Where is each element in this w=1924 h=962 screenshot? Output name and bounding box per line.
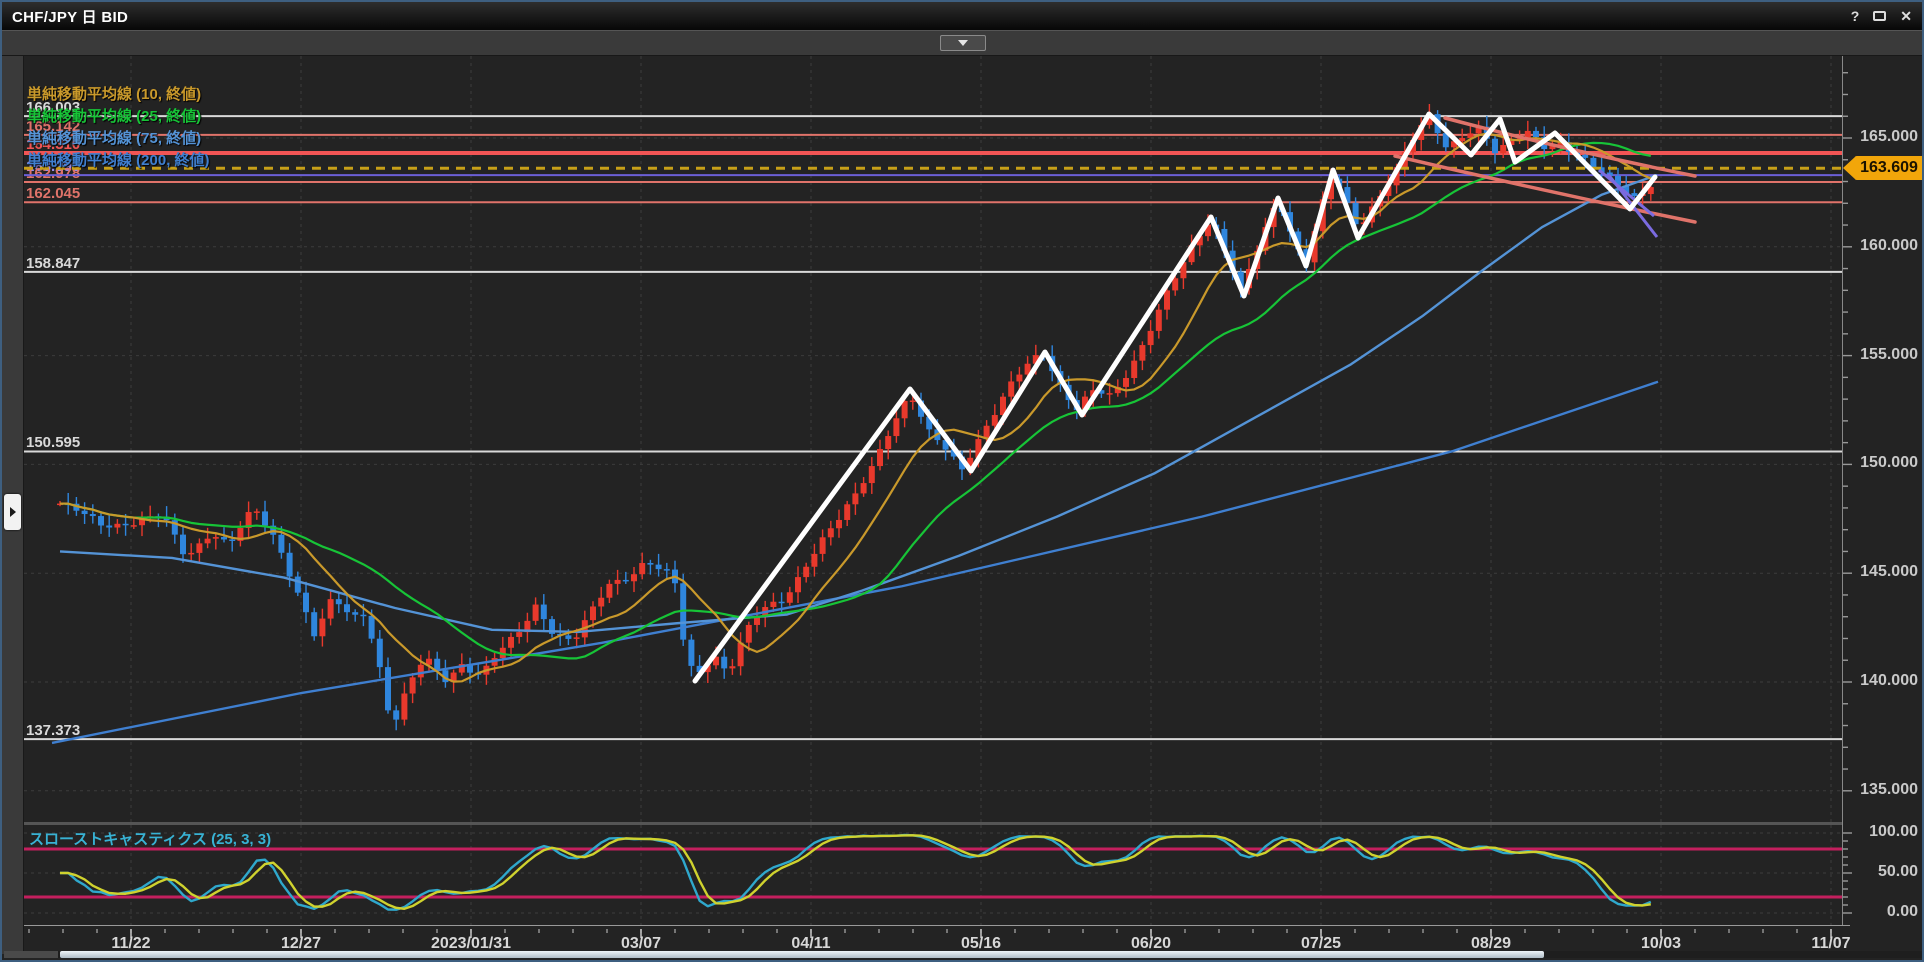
salmon-channel-lower <box>1393 154 1697 224</box>
window-controls: ? ✕ <box>1851 8 1912 25</box>
level-lines <box>24 115 1842 741</box>
title-bar: CHF/JPY 日 BID ? ✕ <box>2 2 1922 30</box>
legend-item-sma-1[interactable]: 単純移動平均線 (25, 終値) <box>27 108 202 125</box>
sma-10-line <box>59 132 1652 683</box>
price-tick-label: 145.000 <box>1860 563 1918 581</box>
time-tick-label: 10/03 <box>1640 935 1682 952</box>
price-tick-label: 135.000 <box>1860 780 1918 798</box>
stoch-tick-label: 100.00 <box>1869 823 1918 840</box>
white-zigzag-drawing <box>692 111 1658 684</box>
main-panel <box>24 103 1842 745</box>
left-gutter <box>2 56 24 954</box>
window-title: CHF/JPY 日 BID <box>12 8 129 26</box>
price-axis[interactable]: 163.609 165.000 160.000 155.000 150.000 145.… <box>1842 56 1922 925</box>
legend-item-sma-0[interactable]: 単純移動平均線 (10, 終値) <box>27 86 202 103</box>
time-tick-label: 07/25 <box>1300 935 1342 952</box>
toolbar-strip <box>2 30 1922 56</box>
help-button[interactable]: ? <box>1850 8 1860 24</box>
price-tick-label: 140.000 <box>1860 672 1918 689</box>
legend-item-sma-3[interactable]: 単純移動平均線 (200, 終値) <box>27 152 210 169</box>
time-tick-label: 05/16 <box>960 935 1002 952</box>
price-tick-label: 165.000 <box>1860 128 1918 145</box>
horizontal-scrollbar[interactable] <box>4 951 1922 958</box>
candlestick-chart[interactable] <box>24 56 1842 925</box>
panel-separator <box>24 822 1842 825</box>
arrow-right-icon <box>9 507 16 517</box>
close-button[interactable]: ✕ <box>1900 7 1912 24</box>
time-axis[interactable]: 11/22 12/27 2023/01/31 03/07 04/11 05/16 06/20… <box>24 925 1850 956</box>
time-axis-ticks <box>28 929 1832 938</box>
chart-plot-area[interactable]: 166.003 165.142 164.310 163.293 162.978 162.0… <box>24 56 1842 925</box>
gridlines <box>24 56 1842 925</box>
stoch-d-line <box>59 834 1651 910</box>
time-tick-label: 11/22 <box>111 935 151 952</box>
scrollbar-thumb[interactable] <box>60 951 1544 958</box>
panel-splitter-handle[interactable] <box>4 494 21 530</box>
legend-item-sma-2[interactable]: 単純移動平均線 (75, 終値) <box>27 130 202 147</box>
stoch-k-line <box>59 833 1652 911</box>
badge-arrow-icon <box>1843 156 1856 181</box>
current-price-badge: 163.609 <box>1843 156 1922 181</box>
sma-200-line <box>51 380 1659 745</box>
price-tick-label: 150.000 <box>1860 454 1918 472</box>
chevron-down-icon <box>958 40 968 46</box>
sma-75-line <box>59 173 1658 634</box>
price-tick-label: 155.000 <box>1860 345 1918 363</box>
stoch-tick-label: 50.00 <box>1877 863 1918 880</box>
time-tick-label: 2023/01/31 <box>430 935 512 952</box>
stoch-tick-label: 0.00 <box>1886 903 1918 920</box>
time-tick-label: 12/27 <box>280 935 322 952</box>
stochastics-panel <box>24 833 1842 911</box>
salmon-channel-upper <box>1443 116 1697 178</box>
violet-trendline <box>1598 168 1655 218</box>
time-tick-label: 06/20 <box>1130 935 1172 952</box>
price-tick-label: 160.000 <box>1860 236 1918 254</box>
maximize-icon[interactable] <box>1873 11 1887 21</box>
current-price-value: 163.609 <box>1860 159 1918 177</box>
time-tick-label: 03/07 <box>620 935 662 952</box>
time-tick-label: 11/07 <box>1811 935 1850 952</box>
time-tick-label: 04/11 <box>791 935 831 952</box>
sma-25-line <box>59 141 1652 660</box>
indicator-legend: 単純移動平均線 (10, 終値) 単純移動平均線 (25, 終値) 単純移動平均線 … <box>27 84 210 172</box>
stochastics-label[interactable]: スローストキャスティクス (25, 3, 3) <box>29 831 272 848</box>
toolbar-expand-button[interactable] <box>940 35 986 51</box>
scrollbar-corner <box>4 951 58 958</box>
candlesticks <box>57 103 1654 731</box>
time-tick-label: 08/29 <box>1470 935 1512 952</box>
trendline-drawings <box>692 111 1697 684</box>
